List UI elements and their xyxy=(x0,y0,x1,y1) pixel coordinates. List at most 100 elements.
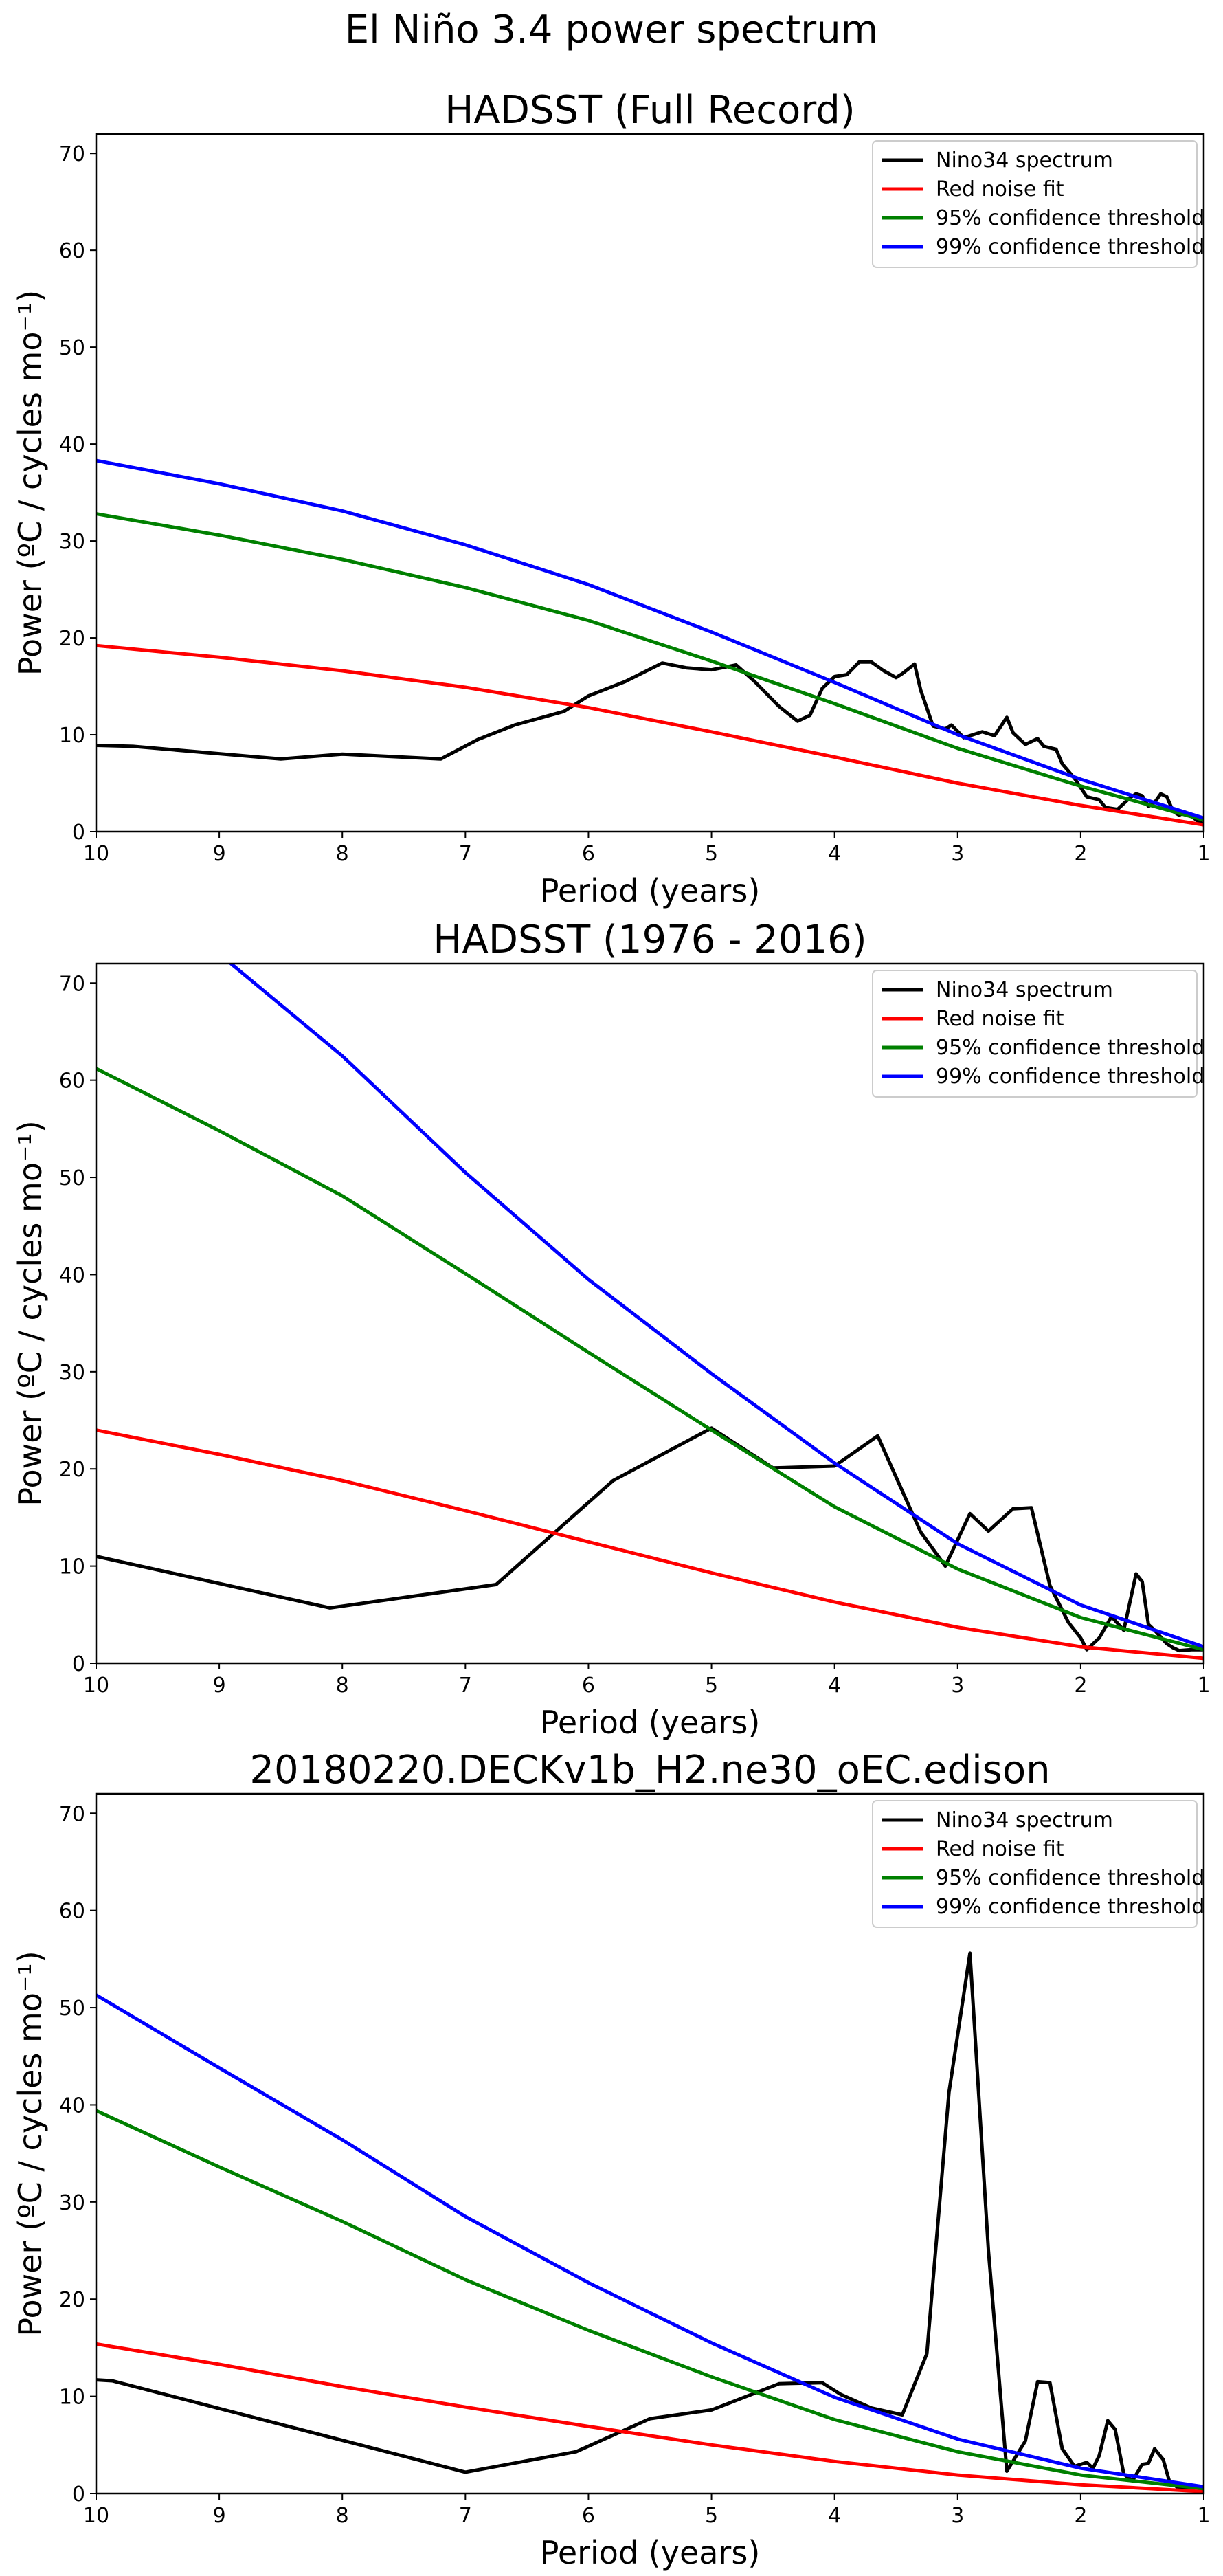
y-tick-label: 0 xyxy=(72,1652,85,1676)
x-tick-label: 3 xyxy=(951,842,964,866)
x-tick-label: 10 xyxy=(83,842,109,866)
x-tick-label: 2 xyxy=(1074,1674,1087,1698)
legend-entry-label: Nino34 spectrum xyxy=(936,978,1113,1002)
y-tick-label: 70 xyxy=(59,1802,85,1826)
y-tick-label: 50 xyxy=(59,1997,85,2021)
chart-title: HADSST (1976 - 2016) xyxy=(433,918,866,962)
y-axis-label: Power (ºC / cycles mo⁻¹) xyxy=(12,1120,49,1506)
x-tick-label: 5 xyxy=(705,842,718,866)
series-line-95-confidence-threshold xyxy=(96,1067,1204,1652)
x-tick-label: 2 xyxy=(1074,842,1087,866)
y-tick-label: 30 xyxy=(59,530,85,554)
legend: Nino34 spectrum Red noise fit 95% confiden… xyxy=(872,970,1204,1098)
x-tick-label: 4 xyxy=(828,842,841,866)
y-tick-label: 10 xyxy=(59,724,85,748)
plot-frame xyxy=(95,133,1205,833)
legend-entry-label: 95% confidence threshold xyxy=(936,206,1204,230)
y-tick-label: 40 xyxy=(59,433,85,457)
legend-box xyxy=(872,140,1198,268)
series-line-nino34-spectrum xyxy=(96,660,1204,825)
x-tick-label: 4 xyxy=(828,2504,841,2528)
x-tick-label: 1 xyxy=(1197,2504,1210,2528)
x-tick-label: 5 xyxy=(705,2504,718,2528)
x-tick-label: 3 xyxy=(951,1674,964,1698)
y-tick-label: 60 xyxy=(59,239,85,263)
x-tick-label: 7 xyxy=(459,2504,472,2528)
plot-frame xyxy=(95,962,1205,1665)
legend-entry-label: 95% confidence threshold xyxy=(936,1866,1204,1890)
x-tick-label: 9 xyxy=(213,1674,226,1698)
y-tick-label: 0 xyxy=(72,821,85,845)
legend-entry-label: 99% confidence threshold xyxy=(936,1065,1204,1089)
x-tick-label: 6 xyxy=(582,1674,595,1698)
x-axis-label: Period (years) xyxy=(540,1704,761,1741)
series-line-nino34-spectrum xyxy=(96,1951,1204,2489)
series-line-99-confidence-threshold xyxy=(96,1993,1204,2489)
x-tick-label: 2 xyxy=(1074,2504,1087,2528)
legend-entry-label: Red noise fit xyxy=(936,1007,1064,1031)
legend-box xyxy=(872,970,1198,1098)
panels: HADSST (Full Record)10 9 8 7 6 5 4 3 2 1010203040… xyxy=(12,88,1211,2571)
series-line-red-noise-fit xyxy=(96,2342,1204,2494)
series-line-nino34-spectrum xyxy=(96,1426,1204,1653)
y-tick-label: 70 xyxy=(59,142,85,166)
x-tick-label: 9 xyxy=(213,2504,226,2528)
y-tick-label: 30 xyxy=(59,1361,85,1385)
series-group xyxy=(96,458,1204,827)
y-tick-label: 30 xyxy=(59,2191,85,2215)
series-line-99-confidence-threshold xyxy=(228,964,1204,1649)
series-line-95-confidence-threshold xyxy=(96,2109,1204,2491)
x-tick-label: 7 xyxy=(459,1674,472,1698)
plot-frame xyxy=(95,1792,1205,2495)
legend-box xyxy=(872,1800,1198,1928)
x-axis-label: Period (years) xyxy=(540,872,761,909)
figure-suptitle: El Niño 3.4 power spectrum xyxy=(345,8,878,52)
y-tick-label: 20 xyxy=(59,1458,85,1482)
y-axis-label: Power (ºC / cycles mo⁻¹) xyxy=(12,290,49,676)
y-axis-label: Power (ºC / cycles mo⁻¹) xyxy=(12,1951,49,2336)
x-tick-label: 8 xyxy=(336,2504,349,2528)
y-tick-label: 20 xyxy=(59,627,85,651)
legend-entry-label: Nino34 spectrum xyxy=(936,148,1113,173)
x-axis-label: Period (years) xyxy=(540,2534,761,2571)
legend-entry-label: Nino34 spectrum xyxy=(936,1808,1113,1832)
legend-entry-label: Red noise fit xyxy=(936,177,1064,201)
y-tick-label: 70 xyxy=(59,972,85,996)
chart-panel-1: HADSST (Full Record)10 9 8 7 6 5 4 3 2 1010203040… xyxy=(12,88,1211,909)
legend-entry-label: 99% confidence threshold xyxy=(936,235,1204,259)
x-tick-label: 10 xyxy=(83,2504,109,2528)
legend-entry-label: 95% confidence threshold xyxy=(936,1036,1204,1060)
y-tick-label: 40 xyxy=(59,1263,85,1287)
series-group xyxy=(96,964,1204,1661)
series-line-99-confidence-threshold xyxy=(96,458,1204,820)
legend: Nino34 spectrum Red noise fit 95% confiden… xyxy=(872,1800,1204,1928)
series-line-red-noise-fit xyxy=(96,643,1204,827)
x-tick-label: 1 xyxy=(1197,842,1210,866)
series-line-red-noise-fit xyxy=(96,1428,1204,1661)
y-tick-label: 10 xyxy=(59,2386,85,2410)
y-tick-label: 50 xyxy=(59,336,85,360)
series-line-95-confidence-threshold xyxy=(96,512,1204,822)
x-tick-label: 1 xyxy=(1197,1674,1210,1698)
y-tick-label: 60 xyxy=(59,1900,85,1924)
chart-title: HADSST (Full Record) xyxy=(445,88,855,133)
x-tick-label: 4 xyxy=(828,1674,841,1698)
y-tick-label: 50 xyxy=(59,1166,85,1190)
series-group xyxy=(96,1951,1204,2494)
y-tick-label: 60 xyxy=(59,1069,85,1093)
y-tick-label: 20 xyxy=(59,2288,85,2312)
x-tick-label: 6 xyxy=(582,2504,595,2528)
y-tick-label: 0 xyxy=(72,2483,85,2507)
legend: Nino34 spectrum Red noise fit 95% confiden… xyxy=(872,140,1204,268)
x-tick-label: 5 xyxy=(705,1674,718,1698)
x-tick-label: 9 xyxy=(213,842,226,866)
x-tick-label: 10 xyxy=(83,1674,109,1698)
x-tick-label: 8 xyxy=(336,1674,349,1698)
x-tick-label: 7 xyxy=(459,842,472,866)
y-tick-label: 10 xyxy=(59,1555,85,1579)
x-tick-label: 3 xyxy=(951,2504,964,2528)
y-tick-label: 40 xyxy=(59,2094,85,2118)
